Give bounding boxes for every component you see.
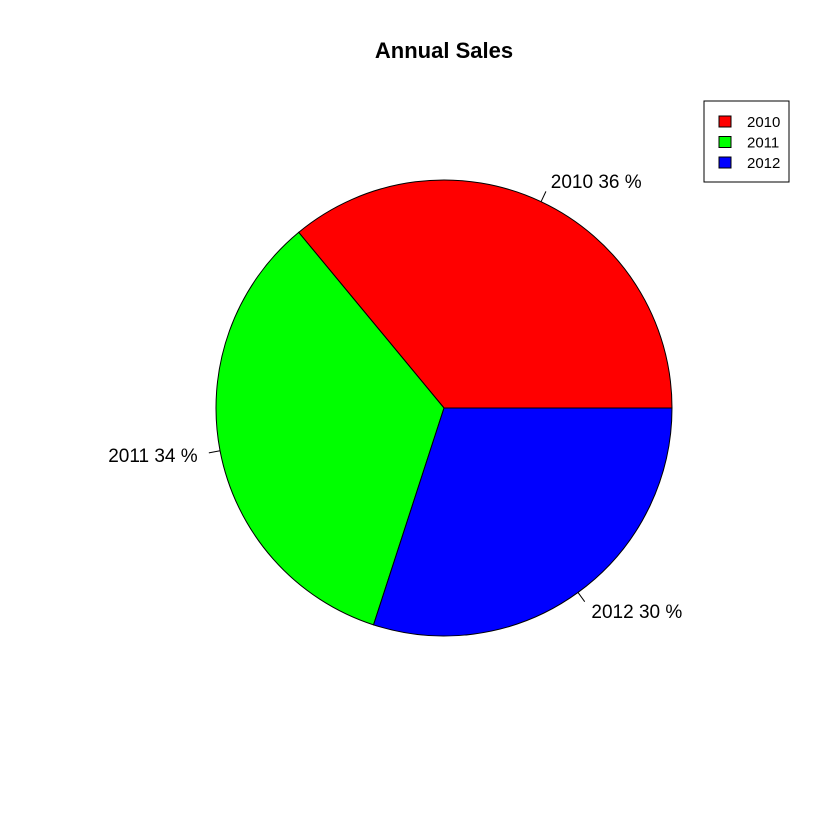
legend-swatch-2011	[718, 136, 732, 148]
pie-slice-2012	[372, 407, 673, 637]
legend-swatch-2010	[718, 115, 732, 128]
legend-label-2012: 2012	[747, 155, 780, 172]
pie-slices	[215, 179, 673, 637]
legend-label-2010: 2010	[747, 114, 780, 131]
legend-box	[703, 100, 790, 183]
pie-slice-label-2010: 2010 36 %	[551, 172, 642, 193]
chart-title: Annual Sales	[375, 38, 513, 63]
pie-label-tick-2012	[577, 592, 586, 602]
pie-slice-2010	[297, 179, 673, 409]
pie-label-tick-2011	[208, 450, 221, 454]
legend: 2010 2011 2012	[703, 100, 790, 183]
pie-slice-2011	[215, 231, 445, 626]
legend-label-2011: 2011	[747, 135, 779, 152]
pie-slice-label-2011: 2011 34 %	[108, 446, 198, 467]
pie-label-tick-2010	[540, 191, 547, 202]
pie-slice-label-2012: 2012 30 %	[591, 602, 682, 623]
pie-slice-labels: 2010 36 % 2011 34 % 2012 30 %	[108, 172, 682, 623]
legend-swatch-2012	[718, 156, 732, 169]
